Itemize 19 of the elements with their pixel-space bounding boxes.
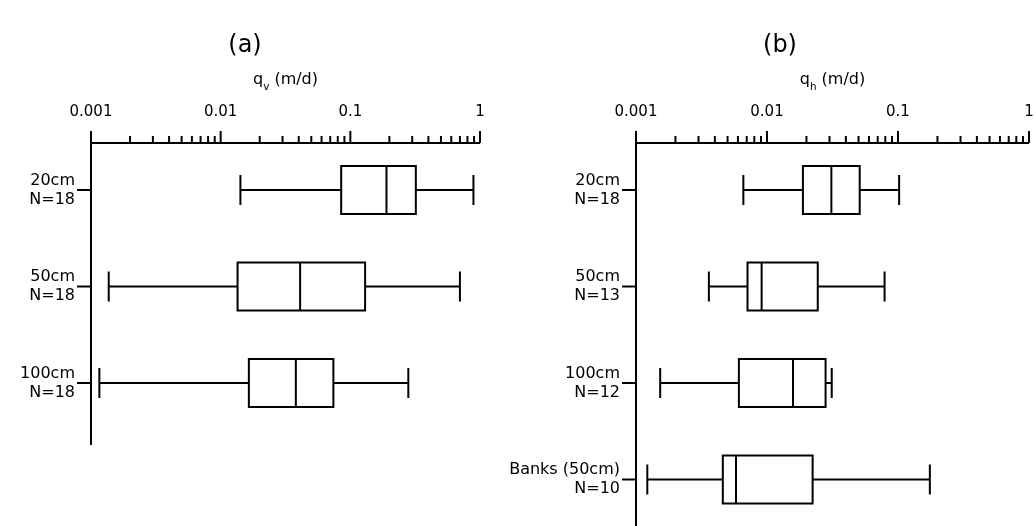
x-axis-title: q$_{h}$ (m/d) (799, 69, 866, 92)
y-tick-label: 100cm N=12 (565, 362, 620, 401)
x-tick-label: 0.001 (69, 102, 113, 120)
chart-title: (b) (763, 30, 797, 58)
y-tick-label: Banks (50cm) N=10 (509, 459, 620, 497)
x-tick-label: 0.1 (338, 102, 363, 120)
y-tick-label: 20cm N=18 (29, 169, 75, 208)
x-tick-label: 0.001 (614, 102, 658, 120)
y-tick-label: 100cm N=18 (20, 362, 75, 401)
x-tick-label: 1 (475, 102, 485, 120)
x-tick-label: 0.01 (750, 102, 784, 120)
y-tick-label: 50cm N=13 (574, 266, 620, 304)
x-axis-title: q$_{v}$ (m/d) (252, 69, 319, 92)
y-tick-label: 50cm N=18 (29, 266, 75, 304)
chart-title: (a) (228, 30, 262, 58)
x-tick-label: 1 (1024, 102, 1034, 120)
y-tick-label: 20cm N=18 (574, 169, 620, 208)
x-tick-label: 0.01 (203, 102, 238, 120)
x-tick-label: 0.1 (886, 102, 910, 120)
